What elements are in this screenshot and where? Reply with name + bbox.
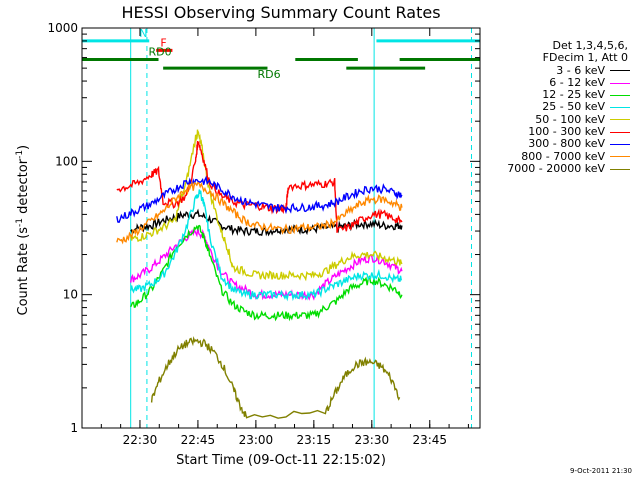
flag-label-rd0: RD0 (149, 46, 172, 59)
legend-item: 3 - 6 keV (488, 63, 632, 77)
flag-label-rd6: RD6 (257, 68, 280, 81)
legend-item-label: 800 - 7000 keV (521, 149, 605, 163)
legend-swatch (610, 70, 630, 72)
legend-swatch (610, 119, 630, 121)
y-axis-label: Count Rate (s-1 detector-1) (14, 144, 32, 316)
legend-swatch (610, 107, 630, 109)
legend-swatch (610, 94, 630, 96)
x-tick-label-1: 22:45 (181, 433, 216, 447)
legend-item-label: 3 - 6 keV (556, 63, 605, 77)
legend-header-line-2: FDecim 1, Att 0 (542, 51, 628, 65)
series-line-6 (116, 175, 403, 223)
legend-swatch (610, 131, 630, 133)
legend-item-label: 300 - 800 keV (528, 137, 605, 151)
x-tick-label-0: 22:30 (123, 433, 158, 447)
y-tick-label-3: 1000 (47, 21, 78, 35)
legend-item: 800 - 7000 keV (488, 149, 632, 163)
series-line-7 (116, 181, 403, 245)
x-axis-label: Start Time (09-Oct-11 22:15:02) (176, 453, 386, 468)
series-line-3 (130, 189, 403, 302)
series-line-1 (130, 227, 403, 301)
legend-item-label: 100 - 300 keV (528, 125, 605, 139)
legend-item: 12 - 25 keV (488, 88, 632, 102)
legend-rows: 3 - 6 keV 6 - 12 keV 12 - 25 keV 25 - 50 ke… (488, 63, 632, 176)
x-tick-label-2: 23:00 (239, 433, 274, 447)
legend-swatch (610, 168, 630, 170)
legend-item: 25 - 50 keV (488, 101, 632, 113)
axes-layer: 22:30 22:45 23:00 23:15 23:30 23:45 1 10 100 1000 (47, 21, 480, 447)
flag-label-n: N (139, 27, 147, 40)
legend-item: 50 - 100 keV (488, 112, 632, 126)
flag-label-f: F (160, 36, 166, 49)
legend-swatch (610, 156, 630, 158)
series-layer (116, 129, 403, 419)
legend-item: 100 - 300 keV (488, 125, 632, 139)
plot-frame (81, 27, 481, 429)
legend-item-label: 25 - 50 keV (542, 100, 605, 114)
x-tick-label-3: 23:15 (297, 433, 332, 447)
series-line-4 (130, 129, 403, 282)
y-tick-label-2: 100 (55, 154, 78, 168)
y-tick-label-0: 1 (70, 421, 78, 435)
chart-title: HESSI Observing Summary Count Rates (121, 3, 441, 22)
legend-item: 6 - 12 keV (488, 75, 632, 89)
legend-item-label: 12 - 25 keV (542, 88, 605, 102)
legend-item: 7000 - 20000 keV (488, 161, 632, 175)
series-line-8 (150, 336, 401, 419)
y-tick-label-1: 10 (63, 288, 78, 302)
series-line-2 (130, 224, 403, 322)
timestamp: 9-Oct-2011 21:30 (569, 467, 632, 475)
legend-swatch (610, 144, 630, 146)
x-tick-label-4: 23:30 (355, 433, 390, 447)
x-tick-label-5: 23:45 (412, 433, 447, 447)
legend-swatch (610, 82, 630, 84)
series-line-5 (116, 140, 403, 233)
legend-header-line-1: Det 1,3,4,5,6, (552, 39, 628, 52)
legend-item-label: 6 - 12 keV (549, 75, 605, 89)
legend-item-label: 7000 - 20000 keV (507, 161, 605, 175)
legend: Det 1,3,4,5,6, FDecim 1, Att 0 3 - 6 keV… (488, 39, 632, 176)
legend-item: 300 - 800 keV (488, 138, 632, 150)
legend-item-label: 50 - 100 keV (535, 112, 605, 126)
